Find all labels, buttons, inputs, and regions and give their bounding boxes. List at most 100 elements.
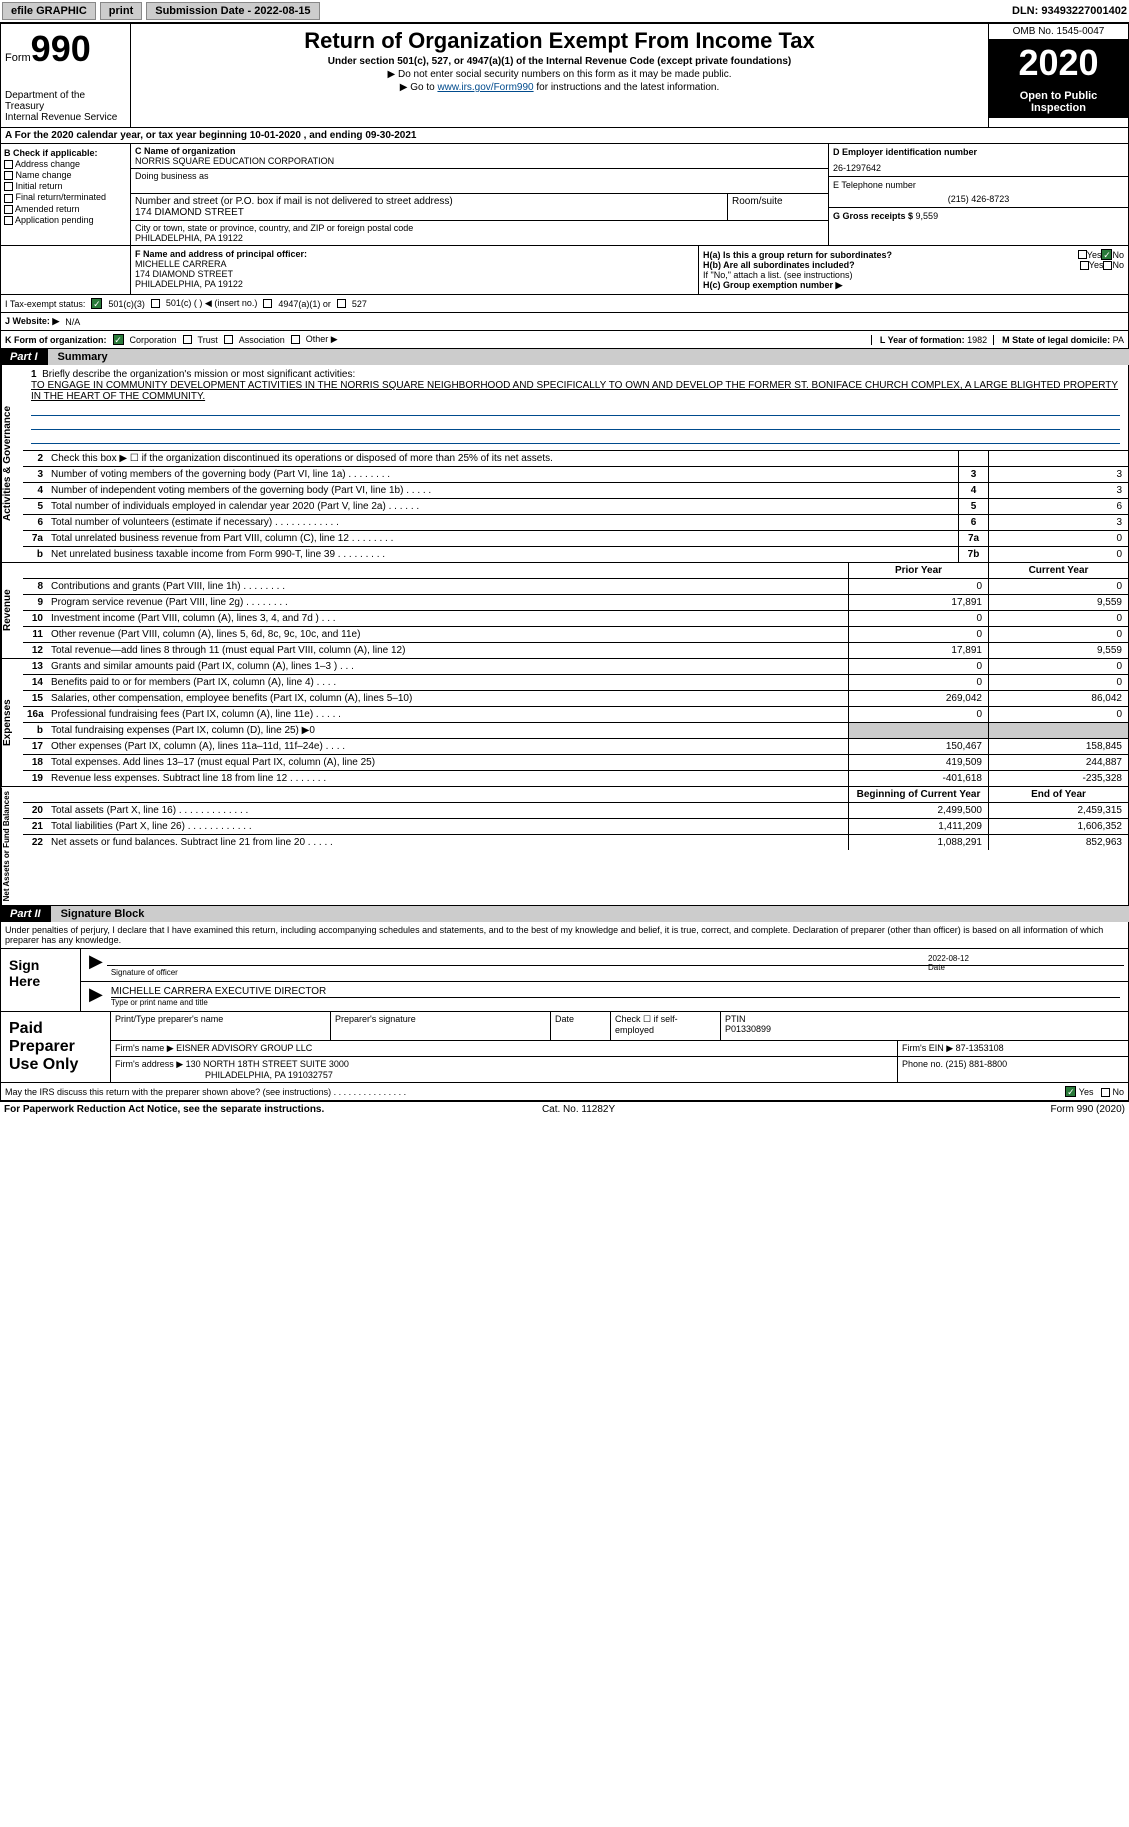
sig-officer-label: Signature of officer [107,965,924,979]
chk-pending[interactable] [4,216,13,225]
blank-line [31,418,1120,430]
side-governance: Activities & Governance [1,365,23,562]
row-fh: F Name and address of principal officer:… [0,246,1129,295]
part2-title: Signature Block [51,906,1129,922]
hb-yes[interactable] [1080,261,1089,270]
hc-label: H(c) Group exemption number ▶ [703,280,1124,291]
phone: (215) 426-8723 [833,194,1124,204]
topbar: efile GRAPHIC print Submission Date - 20… [0,0,1129,23]
discuss-q: May the IRS discuss this return with the… [5,1087,406,1097]
chk-corp[interactable]: ✓ [113,334,124,345]
part1-header: Part I Summary [0,349,1129,365]
form-note1: ▶ Do not enter social security numbers o… [135,69,984,80]
print-btn[interactable]: print [100,2,142,20]
irs-link[interactable]: www.irs.gov/Form990 [437,82,533,93]
sign-here-label: Sign Here [1,949,81,1011]
hb-no[interactable] [1103,261,1112,270]
ein-label: D Employer identification number [833,147,1124,157]
chk-name[interactable] [4,171,13,180]
open-inspection: Open to Public Inspection [989,86,1128,118]
form-number: 990 [31,28,91,69]
row-k: K Form of organization: ✓ Corporation Tr… [0,331,1129,349]
footer-right: Form 990 (2020) [1050,1104,1124,1115]
dept-irs: Internal Revenue Service [5,112,126,123]
part2-num: Part II [0,906,51,922]
tax-year: 2020 [989,40,1128,86]
data-row: 10Investment income (Part VIII, column (… [23,611,1128,627]
dln: DLN: 93493227001402 [1012,5,1127,17]
gov-row: 7aTotal unrelated business revenue from … [23,531,1128,547]
gross-label: G Gross receipts $ [833,211,916,221]
chk-527[interactable] [337,299,346,308]
boy-hdr: Beginning of Current Year [848,787,988,802]
ha-label: H(a) Is this a group return for subordin… [703,250,1078,260]
org-name: NORRIS SQUARE EDUCATION CORPORATION [135,156,824,166]
website-label: J Website: ▶ [5,316,59,327]
discuss-row: May the IRS discuss this return with the… [0,1083,1129,1101]
sign-block: Sign Here ▶ Signature of officer 2022-08… [0,949,1129,1012]
box-b-label: B Check if applicable: [4,148,127,158]
city-label: City or town, state or province, country… [135,223,824,233]
gov-row: 2Check this box ▶ ☐ if the organization … [23,451,1128,467]
chk-address[interactable] [4,160,13,169]
gross: 9,559 [916,211,939,221]
section-expenses: Expenses 13Grants and similar amounts pa… [0,659,1129,787]
data-row: 21Total liabilities (Part X, line 26) . … [23,819,1128,835]
mission-text: TO ENGAGE IN COMMUNITY DEVELOPMENT ACTIV… [31,380,1118,402]
prep-name-label: Print/Type preparer's name [115,1014,326,1024]
chk-trust[interactable] [183,335,192,344]
ha-yes[interactable] [1078,250,1087,259]
subdate-btn: Submission Date - 2022-08-15 [146,2,319,20]
data-row: bTotal fundraising expenses (Part IX, co… [23,723,1128,739]
ptin: P01330899 [725,1024,1124,1034]
chk-amended[interactable] [4,205,13,214]
data-row: 14Benefits paid to or for members (Part … [23,675,1128,691]
prep-date-label: Date [551,1012,611,1040]
chk-4947[interactable] [263,299,272,308]
mission-block: 1 Briefly describe the organization's mi… [23,365,1128,451]
gov-row: 6Total number of volunteers (estimate if… [23,515,1128,531]
prior-year-hdr: Prior Year [848,563,988,578]
prep-sig-label: Preparer's signature [331,1012,551,1040]
arrow-icon: ▶ [85,951,107,979]
box-f-label: F Name and address of principal officer: [135,249,694,259]
data-row: 11Other revenue (Part VIII, column (A), … [23,627,1128,643]
part1-num: Part I [0,349,48,365]
form-title: Return of Organization Exempt From Incom… [135,28,984,54]
state-domicile: PA [1113,335,1124,345]
blank-line [31,432,1120,444]
hb-note: If "No," attach a list. (see instruction… [703,270,1124,280]
firm-phone: (215) 881-8800 [946,1059,1008,1069]
org-city: PHILADELPHIA, PA 19122 [135,233,824,243]
org-addr: 174 DIAMOND STREET [135,207,723,218]
prep-selfemp: Check ☐ if self-employed [611,1012,721,1040]
ha-no[interactable]: ✓ [1101,249,1112,260]
discuss-no[interactable] [1101,1088,1110,1097]
form-org-label: K Form of organization: [5,335,107,345]
officer-addr1: 174 DIAMOND STREET [135,269,694,279]
discuss-yes[interactable]: ✓ [1065,1086,1076,1097]
section-governance: Activities & Governance 1 Briefly descri… [0,365,1129,563]
period-row: A For the 2020 calendar year, or tax yea… [0,128,1129,144]
form-header: Form990 Department of the Treasury Inter… [0,23,1129,128]
chk-501c3[interactable]: ✓ [91,298,102,309]
box-d: D Employer identification number 26-1297… [828,144,1128,245]
section-revenue: Revenue Prior Year Current Year 8Contrib… [0,563,1129,659]
gov-row: 4Number of independent voting members of… [23,483,1128,499]
year-formation: 1982 [967,335,987,345]
tax-status-label: I Tax-exempt status: [5,299,85,309]
side-revenue: Revenue [1,563,23,658]
chk-initial[interactable] [4,182,13,191]
chk-other[interactable] [291,335,300,344]
dba-label: Doing business as [135,171,824,181]
chk-final[interactable] [4,194,13,203]
current-year-hdr: Current Year [988,563,1128,578]
efile-btn[interactable]: efile GRAPHIC [2,2,96,20]
chk-assoc[interactable] [224,335,233,344]
blank-line [31,404,1120,416]
form-note2: ▶ Go to www.irs.gov/Form990 for instruct… [135,82,984,93]
firm-addr1: 130 NORTH 18TH STREET SUITE 3000 [186,1059,349,1069]
phone-label: E Telephone number [833,180,1124,190]
data-row: 16aProfessional fundraising fees (Part I… [23,707,1128,723]
chk-501c[interactable] [151,299,160,308]
